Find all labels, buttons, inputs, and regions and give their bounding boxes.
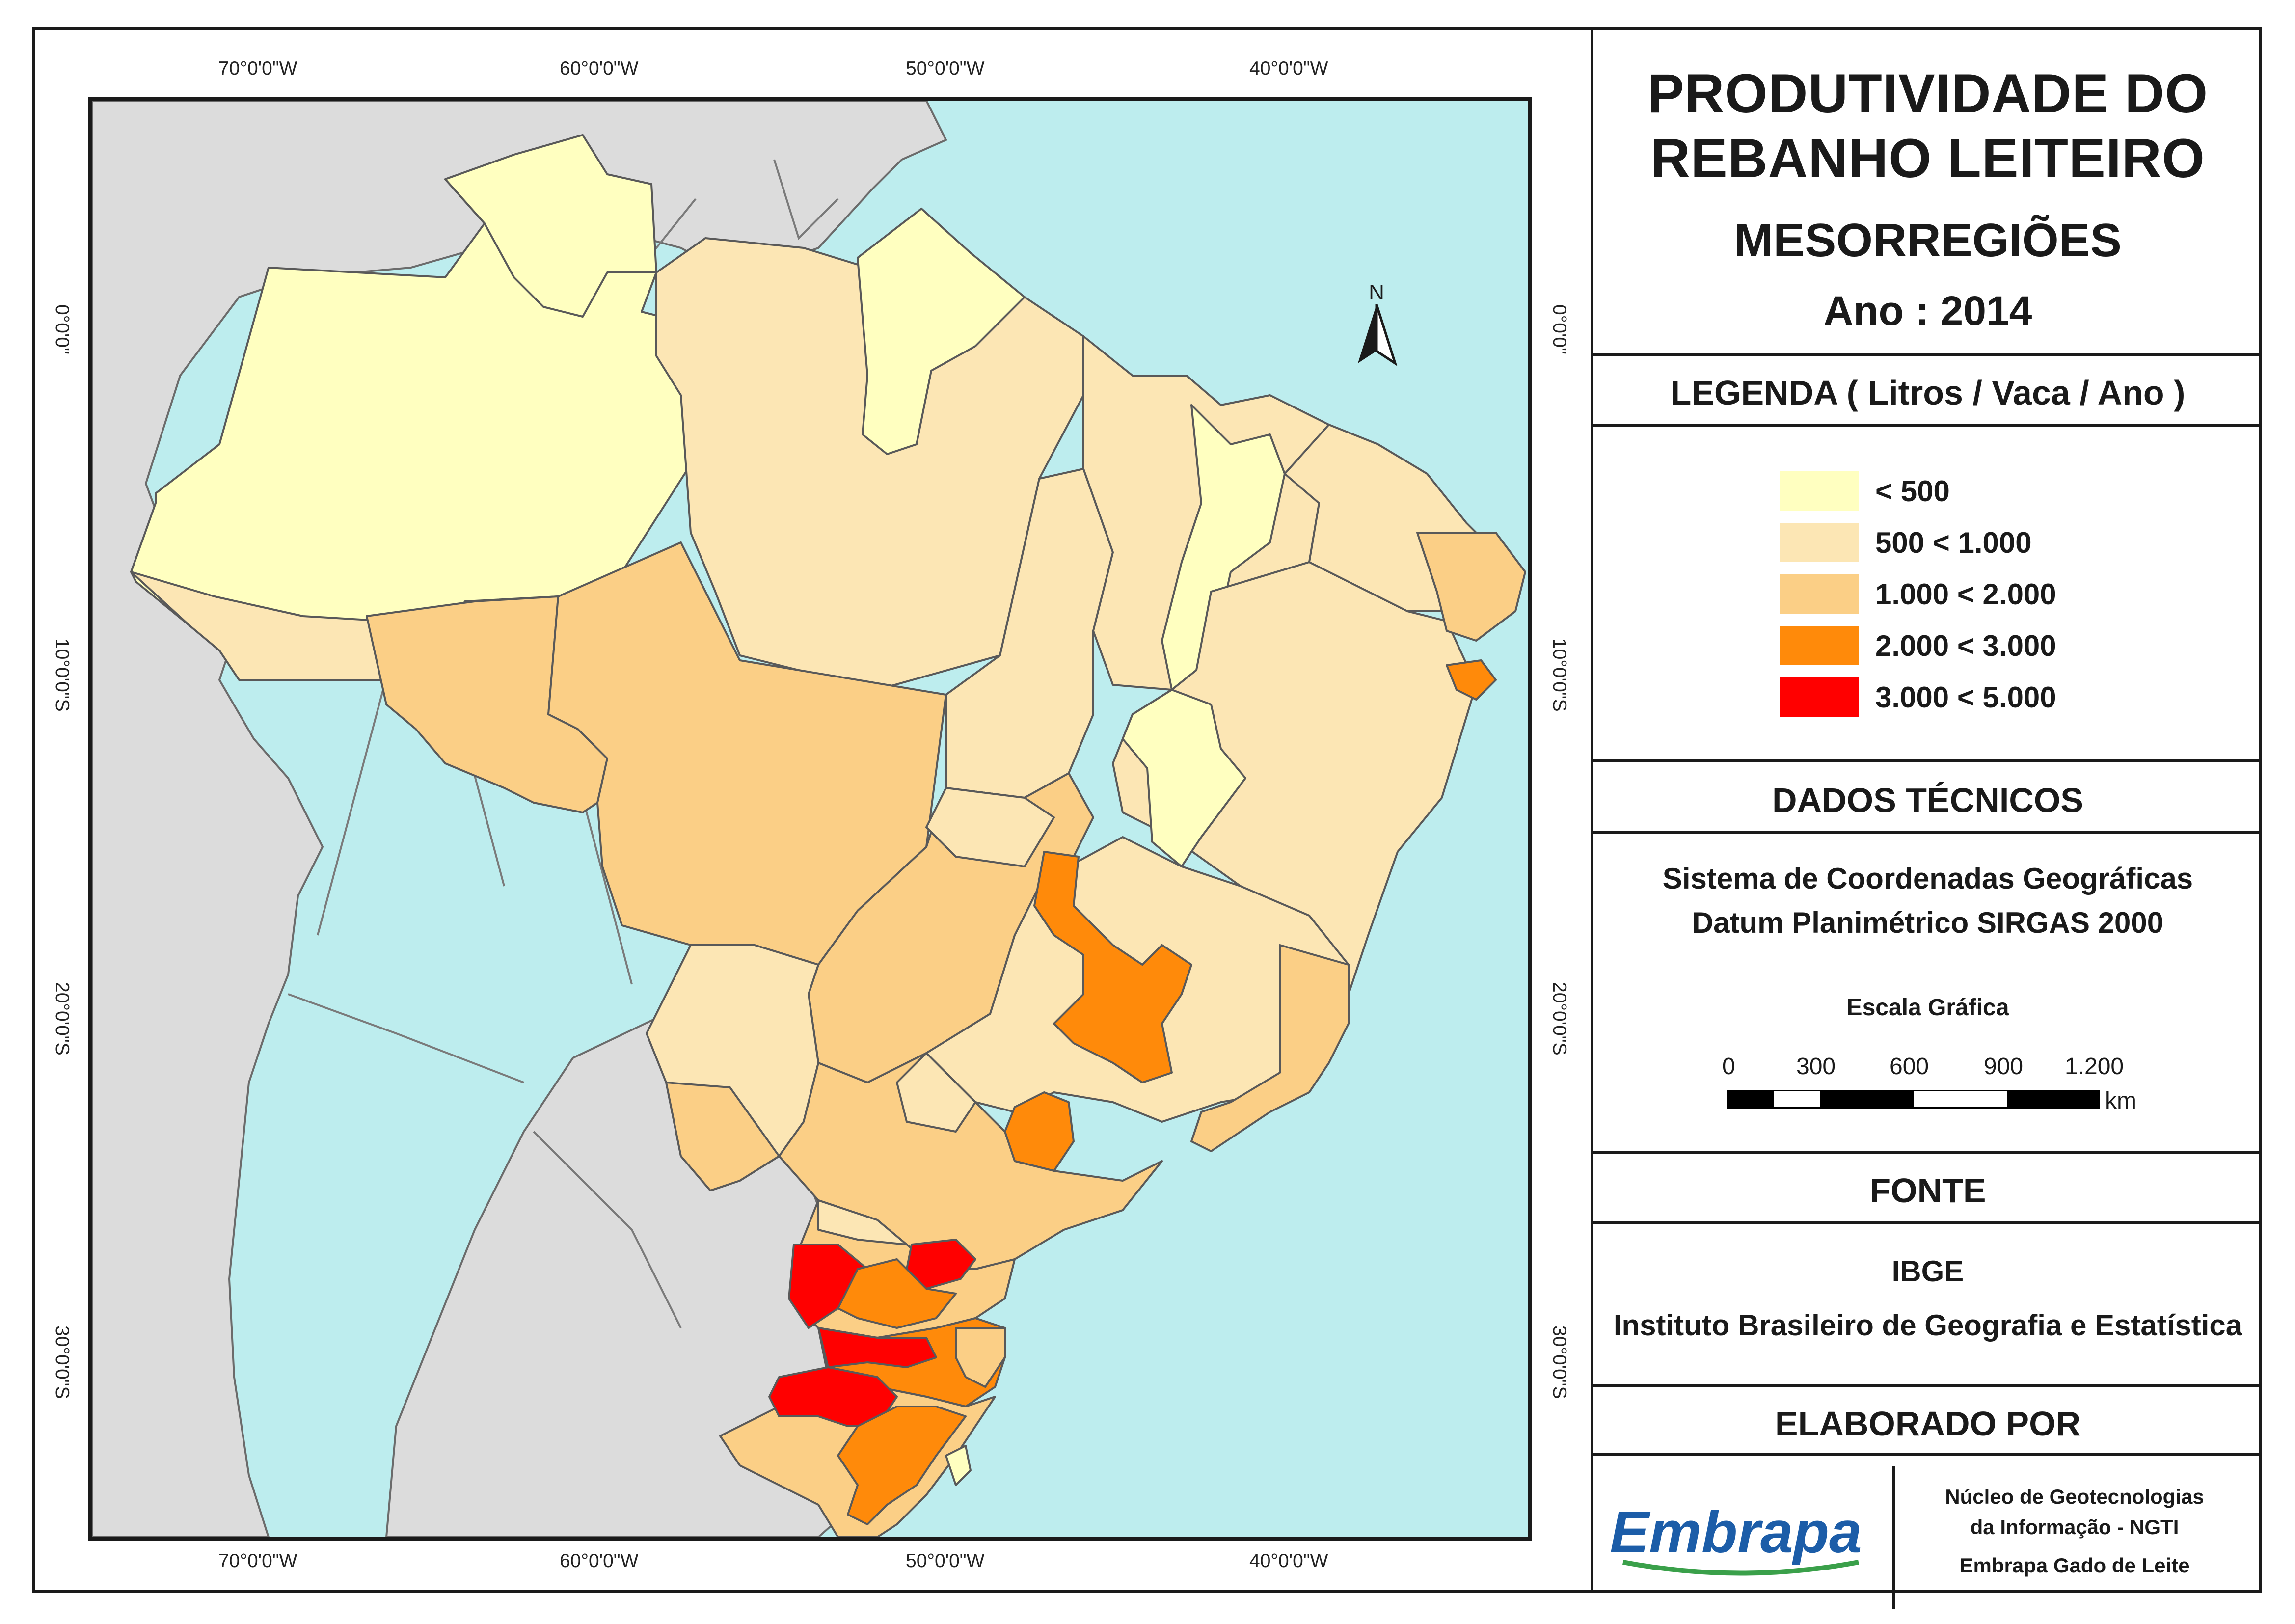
lon-label-bottom-3: 50°0'0"W bbox=[906, 1550, 985, 1571]
divider bbox=[1593, 1453, 2262, 1456]
region-pernambuco-coast bbox=[1416, 532, 1526, 642]
title-line-2: REBANHO LEITEIRO bbox=[1650, 128, 2205, 189]
region-parana-north bbox=[817, 1199, 908, 1245]
author-line-1: Núcleo de Geotecnologias bbox=[1945, 1485, 2204, 1508]
scale-tick-label: 1.200 bbox=[2065, 1054, 2124, 1080]
lon-label-top-1: 70°0'0"W bbox=[218, 58, 297, 79]
legend-swatch bbox=[1780, 523, 1859, 562]
legend-swatch bbox=[1780, 471, 1859, 511]
source-heading: FONTE bbox=[1869, 1171, 1986, 1210]
region-rs-coast bbox=[945, 1445, 972, 1486]
scale-unit: km bbox=[2105, 1088, 2136, 1114]
legend-item: 3.000 < 5.000 bbox=[1780, 677, 2056, 717]
legend-label: 1.000 < 2.000 bbox=[1875, 577, 2056, 611]
lon-label-top-2: 60°0'0"W bbox=[560, 58, 639, 79]
embrapa-logo-icon: Embrapa bbox=[1610, 1499, 1862, 1576]
author-line-2: da Informação - NGTI bbox=[1970, 1516, 2179, 1539]
lat-label-left-1: 0°0'0" bbox=[52, 304, 73, 354]
lon-label-bottom-2: 60°0'0"W bbox=[560, 1550, 639, 1571]
region-sc-west bbox=[817, 1327, 937, 1368]
region-tocantins bbox=[945, 468, 1114, 799]
source-institute: Instituto Brasileiro de Geografia e Esta… bbox=[1613, 1309, 2242, 1342]
divider bbox=[1593, 759, 2262, 762]
lat-label-left-2: 10°0'0"S bbox=[52, 638, 73, 712]
scale-tick-label: 300 bbox=[1796, 1054, 1836, 1080]
legend-item: 2.000 < 3.000 bbox=[1780, 626, 2056, 665]
scale-tick-label: 600 bbox=[1890, 1054, 1929, 1080]
divider bbox=[1593, 1221, 2262, 1224]
region-alagoas bbox=[1446, 659, 1497, 701]
legend-label: 2.000 < 3.000 bbox=[1875, 629, 2056, 662]
info-panel: PRODUTIVIDADE DO REBANHO LEITEIRO MESORR… bbox=[1591, 27, 2262, 1609]
region-sc-coast bbox=[955, 1327, 1006, 1388]
lat-label-right-3: 20°0'0"S bbox=[1549, 982, 1570, 1056]
lat-label-right-2: 10°0'0"S bbox=[1549, 638, 1570, 712]
embrapa-logo: Embrapa bbox=[1603, 1466, 1895, 1609]
region-roraima bbox=[444, 134, 657, 318]
region-rs-center bbox=[837, 1406, 967, 1525]
legend-label: < 500 bbox=[1875, 474, 1950, 508]
region-goias-north bbox=[925, 787, 1055, 867]
divider bbox=[1593, 1151, 2262, 1154]
datum: Datum Planimétrico SIRGAS 2000 bbox=[1692, 906, 2164, 939]
scale-tick-label: 0 bbox=[1722, 1054, 1735, 1080]
region-sp-west bbox=[896, 1052, 976, 1133]
divider bbox=[1593, 353, 2262, 356]
legend-item: 500 < 1.000 bbox=[1780, 523, 2032, 562]
north-label: N bbox=[1369, 280, 1384, 304]
region-amapa bbox=[857, 208, 1026, 455]
source-ibge: IBGE bbox=[1891, 1255, 1964, 1288]
lon-label-bottom-4: 40°0'0"W bbox=[1249, 1550, 1328, 1571]
region-parana-orange bbox=[837, 1258, 957, 1329]
divider bbox=[1593, 831, 2262, 834]
lat-label-left-3: 20°0'0"S bbox=[52, 982, 73, 1056]
coord-system: Sistema de Coordenadas Geográficas bbox=[1662, 862, 2193, 895]
scale-bar bbox=[1727, 1090, 2100, 1109]
divider bbox=[1593, 1384, 2262, 1387]
title-line-1: PRODUTIVIDADE DO bbox=[1647, 63, 2209, 124]
lat-label-left-4: 30°0'0"S bbox=[52, 1326, 73, 1399]
divider bbox=[1593, 424, 2262, 427]
author-heading: ELABORADO POR bbox=[1775, 1405, 2081, 1443]
scale-tick-label: 900 bbox=[1984, 1054, 2024, 1080]
legend-label: 500 < 1.000 bbox=[1875, 526, 2032, 559]
region-es-rj bbox=[1190, 944, 1350, 1152]
lat-label-right-1: 0°0'0" bbox=[1549, 304, 1570, 354]
subtitle: MESORREGIÕES bbox=[1734, 214, 2122, 267]
legend-swatch bbox=[1780, 677, 1859, 717]
lat-label-right-4: 30°0'0"S bbox=[1549, 1326, 1570, 1399]
legend-swatch bbox=[1780, 626, 1859, 665]
year-label: Ano : 2014 bbox=[1823, 288, 2032, 334]
svg-text:Embrapa: Embrapa bbox=[1610, 1499, 1862, 1565]
legend-swatch bbox=[1780, 574, 1859, 614]
legend-item: 1.000 < 2.000 bbox=[1780, 574, 2056, 614]
region-minas-dairy bbox=[1033, 851, 1192, 1083]
region-ms-south bbox=[665, 1082, 780, 1191]
north-arrow-icon bbox=[1358, 304, 1398, 366]
legend-label: 3.000 < 5.000 bbox=[1875, 680, 2056, 714]
brazil-map: N bbox=[92, 101, 1528, 1537]
legend-item: < 500 bbox=[1780, 471, 1950, 511]
lon-label-bottom-1: 70°0'0"W bbox=[218, 1550, 297, 1571]
technical-heading: DADOS TÉCNICOS bbox=[1772, 781, 2083, 819]
scale-title: Escala Gráfica bbox=[1846, 995, 2009, 1021]
lon-label-top-3: 50°0'0"W bbox=[906, 58, 985, 79]
lon-label-top-4: 40°0'0"W bbox=[1249, 58, 1328, 79]
legend-heading: LEGENDA ( Litros / Vaca / Ano ) bbox=[1670, 374, 2186, 412]
author-line-3: Embrapa Gado de Leite bbox=[1959, 1554, 2190, 1577]
map-frame: N bbox=[88, 97, 1532, 1541]
